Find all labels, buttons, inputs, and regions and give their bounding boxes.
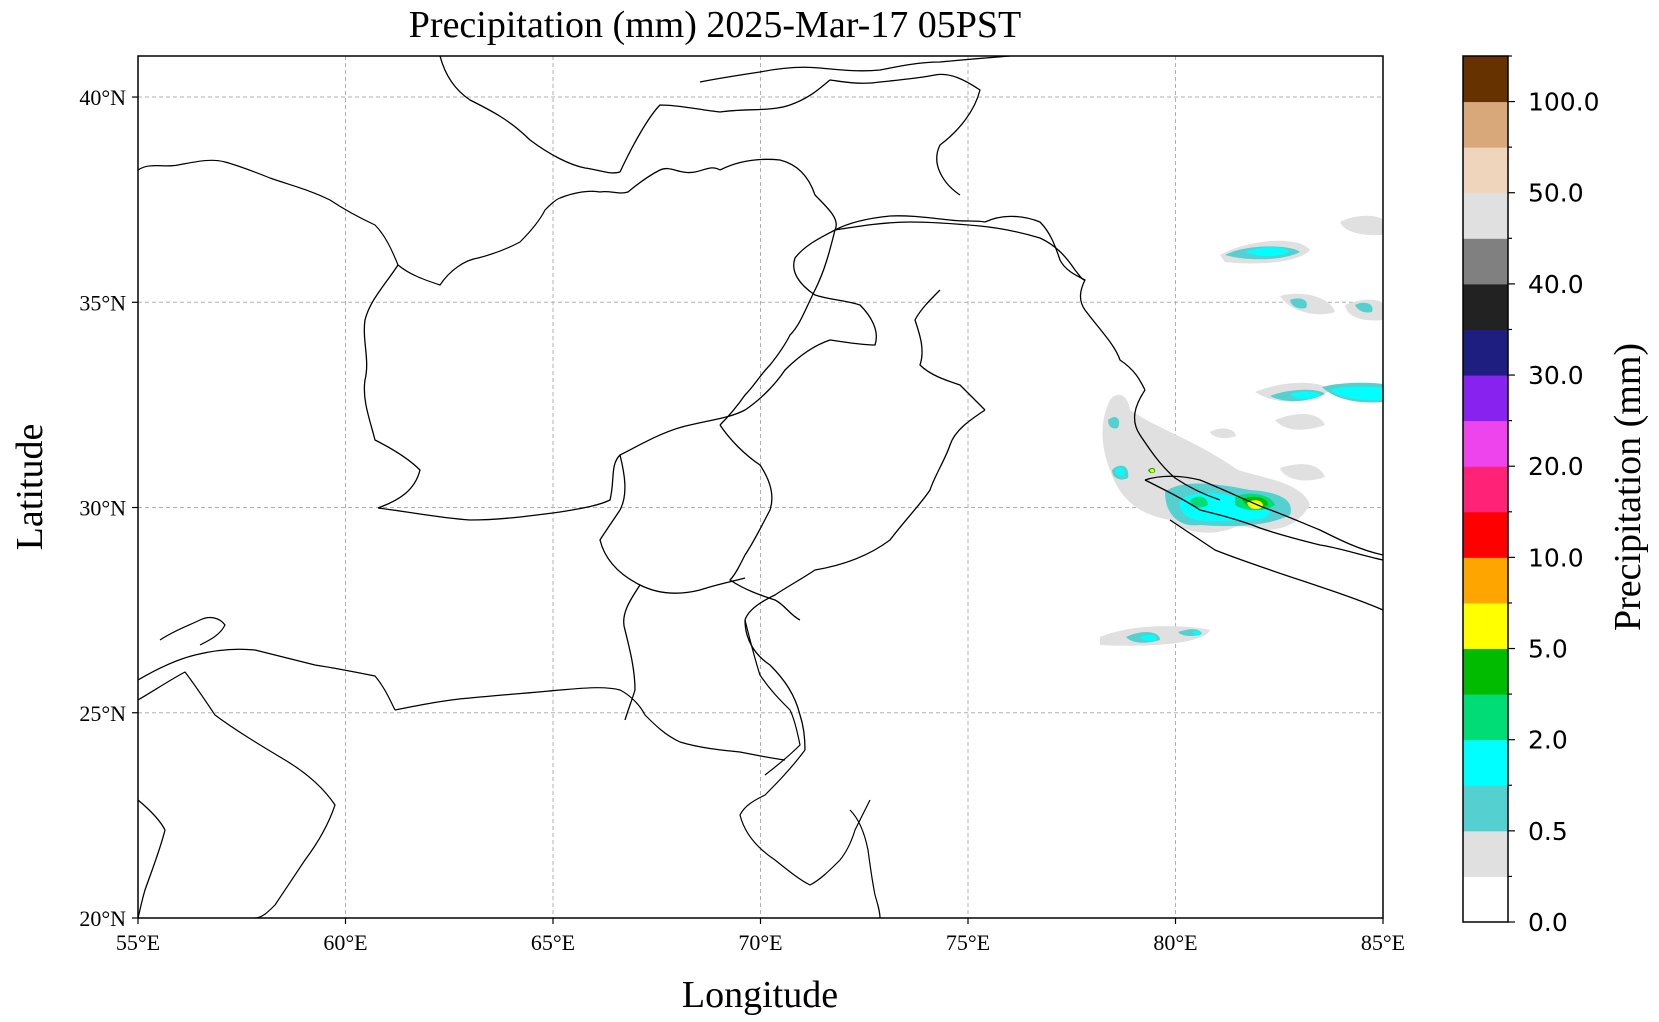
colorbar: 0.0 0.5 2.0 5.0 10.0 20.0 30.0 40.0 50.0 100.0 bbox=[1462, 55, 1600, 937]
colorbar-swatch bbox=[1463, 466, 1508, 513]
border-pakistan-india bbox=[744, 409, 986, 751]
figure-title: Precipitation (mm) 2025-Mar-17 05PST bbox=[409, 4, 1021, 46]
colorbar-tick-label: 30.0 bbox=[1528, 361, 1584, 390]
colorbar-tick-label: 5.0 bbox=[1528, 635, 1568, 664]
colorbar-swatch bbox=[1463, 420, 1508, 467]
x-tick-label: 60°E bbox=[323, 930, 367, 955]
colorbar-tick-label: 50.0 bbox=[1528, 179, 1584, 208]
colorbar-tick-label: 100.0 bbox=[1528, 88, 1600, 117]
colorbar-swatch bbox=[1463, 876, 1508, 923]
colorbar-tick-label: 40.0 bbox=[1528, 270, 1584, 299]
x-tick-label: 80°E bbox=[1153, 930, 1197, 955]
caspian-coastline bbox=[138, 159, 561, 286]
colorbar-tick-label: 20.0 bbox=[1528, 452, 1584, 481]
border-pakistan-provinces-a bbox=[719, 424, 801, 621]
colorbar-swatch bbox=[1463, 739, 1508, 786]
coastline-makran bbox=[394, 687, 786, 761]
colorbar-swatch bbox=[1463, 192, 1508, 239]
x-tick-label: 75°E bbox=[946, 930, 990, 955]
colorbar-swatch bbox=[1463, 602, 1508, 650]
y-tick-label: 35°N bbox=[79, 290, 126, 315]
border-india-china bbox=[1133, 389, 1221, 501]
border-afghanistan-pakistan bbox=[377, 229, 877, 521]
axis-ticks: 55°E 60°E 65°E 70°E 75°E 80°E 85°E 20°N 25°N 30°N… bbox=[79, 85, 1405, 955]
border-pakistan-interior bbox=[719, 229, 836, 426]
coastline-india-west bbox=[739, 749, 871, 886]
border-india-nepal-south bbox=[1169, 519, 1383, 611]
border-kashmir-loc bbox=[914, 289, 986, 411]
y-tick-label: 30°N bbox=[79, 496, 126, 521]
colorbar-swatch bbox=[1463, 511, 1508, 558]
border-uzbekistan-north bbox=[439, 56, 621, 174]
colorbar-tick-label: 0.0 bbox=[1528, 908, 1568, 937]
border-tajik-kyrgyz bbox=[699, 56, 1011, 83]
border-kashmir-china bbox=[984, 215, 1146, 391]
colorbar-swatch bbox=[1463, 101, 1508, 148]
coastline-india-south bbox=[849, 809, 881, 918]
coastline-iran-gulf bbox=[138, 648, 396, 711]
country-borders bbox=[138, 56, 1383, 918]
colorbar-tick-label: 10.0 bbox=[1528, 543, 1584, 572]
x-tick-label: 65°E bbox=[531, 930, 575, 955]
x-tick-label: 70°E bbox=[738, 930, 782, 955]
border-pakistan-provinces-c bbox=[623, 584, 641, 721]
coastline-oman bbox=[138, 671, 336, 918]
x-tick-label: 85°E bbox=[1361, 930, 1405, 955]
precipitation-field bbox=[1100, 215, 1383, 646]
coastline-gujarat bbox=[744, 619, 801, 776]
y-tick-label: 20°N bbox=[79, 906, 126, 931]
border-iran-turkmenistan bbox=[559, 167, 721, 199]
y-axis-label: Latitude bbox=[9, 424, 51, 551]
colorbar-label: Precipitation (mm) bbox=[1607, 343, 1649, 631]
colorbar-swatch bbox=[1463, 648, 1508, 695]
colorbar-tick-label: 2.0 bbox=[1528, 726, 1568, 755]
colorbar-swatch bbox=[1463, 694, 1508, 741]
border-tajikistan bbox=[619, 73, 981, 196]
colorbar-swatch bbox=[1463, 785, 1508, 832]
map-area: 55°E 60°E 65°E 70°E 75°E 80°E 85°E 20°N 25°N 30°N… bbox=[79, 55, 1405, 955]
colorbar-tick-label: 0.5 bbox=[1528, 817, 1568, 846]
colorbar-swatch bbox=[1463, 329, 1508, 376]
border-wakhan bbox=[834, 221, 1086, 281]
colorbar-swatch bbox=[1463, 830, 1508, 877]
colorbar-swatch bbox=[1463, 557, 1508, 604]
border-india-nepal bbox=[1144, 479, 1383, 561]
x-tick-label: 55°E bbox=[116, 930, 160, 955]
border-pakistan-provinces-b bbox=[599, 454, 746, 594]
border-oman-uae bbox=[138, 799, 166, 918]
border-nepal-north bbox=[1144, 475, 1383, 556]
colorbar-swatch bbox=[1463, 283, 1508, 330]
y-tick-label: 40°N bbox=[79, 85, 126, 110]
border-afghanistan-iran bbox=[363, 264, 421, 509]
colorbar-frame bbox=[1462, 55, 1509, 923]
y-tick-label: 25°N bbox=[79, 701, 126, 726]
colorbar-swatch bbox=[1463, 147, 1508, 194]
coastline-oman-gulf-a bbox=[159, 616, 226, 646]
colorbar-swatch bbox=[1463, 56, 1508, 103]
colorbar-swatch bbox=[1463, 238, 1508, 285]
x-axis-label: Longitude bbox=[682, 974, 838, 1016]
colorbar-swatch bbox=[1463, 375, 1508, 422]
